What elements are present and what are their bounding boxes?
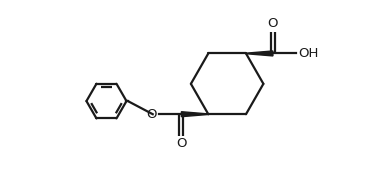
Text: O: O (146, 108, 157, 121)
Polygon shape (181, 112, 208, 117)
Text: OH: OH (298, 47, 318, 60)
Text: O: O (268, 17, 278, 30)
Text: O: O (176, 137, 187, 150)
Polygon shape (246, 51, 273, 56)
